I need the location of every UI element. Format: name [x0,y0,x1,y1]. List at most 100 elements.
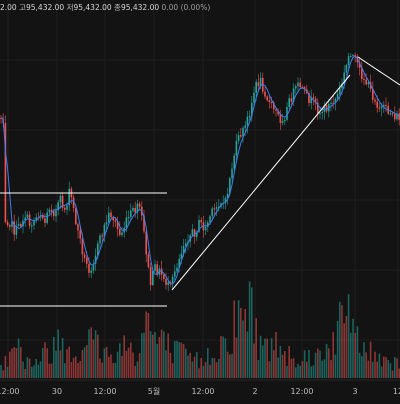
volume-bar [112,362,114,378]
candle-body [336,93,339,99]
candle-body [88,263,90,273]
volume-bar [281,354,284,378]
candle-body [292,88,295,102]
volume-bar [339,301,341,378]
candle-body [132,207,134,211]
volume-bar [376,361,378,378]
volume-bar [394,357,396,378]
volume-bar [149,331,152,378]
candle-body [332,102,334,104]
volume-bar [361,356,363,378]
candle-body [163,274,165,280]
x-axis-tick-label: 30 [52,387,62,396]
volume-bar [334,354,337,378]
volume-bar [6,366,9,378]
candle-body [46,212,48,223]
x-axis-tick-label: 12:00 [191,387,214,396]
volume-bar [156,343,158,378]
candle-body [59,195,62,203]
candle-body [75,208,77,225]
volume-bar [17,338,20,378]
candle-body [312,97,315,99]
candle-body [380,106,383,109]
trend-line-drawing[interactable] [171,74,351,291]
candle-body [251,102,253,117]
candle-body [171,276,174,284]
candle-body [35,217,37,220]
volume-bar [108,356,110,378]
volume-bar [90,327,92,378]
candle-body [204,226,207,231]
volume-bar [22,361,24,378]
candle-body [361,67,363,80]
ohlc-open-value: 2.00 [0,3,17,12]
x-axis-tick-label: 12:00 [93,387,116,396]
volume-bar [119,343,121,378]
candle-body [152,270,154,285]
candle-body [182,246,185,254]
candle-body [275,109,277,111]
volume-bar [61,337,64,378]
candle-body [317,102,319,114]
volume-bar [215,362,218,378]
candle-body [112,217,114,221]
candle-body [185,243,187,247]
volume-bar [332,332,334,378]
candle-body [273,102,275,110]
candle-body [134,207,136,213]
volume-bar [26,357,29,378]
candle-body [224,198,227,203]
volume-bar [213,358,216,378]
candle-body [116,221,119,230]
candle-body [22,220,24,227]
volume-bar [325,343,328,378]
candle-body [105,222,108,225]
candle-body [53,211,55,217]
volume-bar [244,308,246,378]
volume-bar [358,352,361,378]
volume-bar [48,363,51,378]
volume-bar [114,362,117,378]
volume-bar [138,353,141,378]
volume-bar [209,364,211,378]
volume-bar [226,351,229,378]
volume-bar [259,335,262,378]
candle-body [229,178,231,194]
volume-bar [77,362,79,378]
candle-body [319,113,321,115]
volume-bar [374,351,376,378]
volume-bar [367,360,370,378]
candle-body [308,92,310,104]
candle-body [31,225,33,227]
volume-bar [147,312,150,378]
ohlc-change: 0.00 (0.00%) [161,3,211,12]
volume-bar [343,323,345,378]
candle-body [196,231,198,237]
volume-bar [171,363,174,378]
candle-body [345,64,348,73]
volume-bar [308,349,310,378]
volume-bar [176,340,178,378]
volume-bar [275,331,277,378]
volume-bar [284,350,286,378]
volume-bar [204,362,207,378]
candle-body [226,193,229,199]
candle-body [372,88,374,100]
volume-bar [24,368,26,378]
candle-body [218,206,220,208]
ohlc-high-value: 95,432.00 [26,3,65,12]
volume-bar [145,311,147,378]
volume-bar [251,287,253,378]
volume-bar [123,335,125,378]
ohlc-low-value: 95,432.00 [73,3,112,12]
candle-body [350,56,352,58]
volume-bar [330,360,332,378]
trend-line-drawing[interactable] [357,56,400,86]
candle-body [213,208,216,210]
candle-body [394,113,396,120]
candle-body [4,122,7,223]
candle-body [233,155,235,169]
candle-body [215,207,218,209]
